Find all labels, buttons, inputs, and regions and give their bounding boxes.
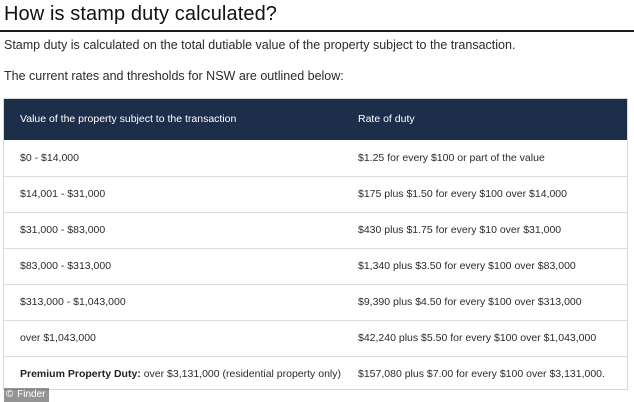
premium-duty-label: Premium Property Duty: [20,368,141,381]
intro-paragraph-2: The current rates and thresholds for NSW… [4,69,344,83]
table-row: $14,001 - $31,000 $175 plus $1.50 for ev… [3,176,628,212]
property-value-cell: $14,001 - $31,000 [20,188,106,200]
property-value-cell: $0 - $14,000 [20,151,79,164]
title-divider [0,30,634,32]
copyright-icon: © [6,389,14,400]
rate-cell: $430 plus $1.75 for every $10 over $31,0… [358,224,562,236]
property-value-cell: over $1,043,000 [20,332,96,344]
table-row: $0 - $14,000 $1.25 for every $100 or par… [3,140,628,176]
stamp-duty-table: Value of the property subject to the tra… [3,98,628,392]
table-row: $83,000 - $313,000 $1,340 plus $3.50 for… [3,248,628,284]
property-value-cell: $83,000 - $313,000 [20,260,112,272]
property-value-cell: $31,000 - $83,000 [20,224,106,236]
premium-duty-threshold: over $3,131,000 (residential property on… [143,368,341,381]
rate-cell: $9,390 plus $4.50 for every $100 over $3… [358,296,582,308]
credit-text: Finder [17,389,46,400]
table-row: $31,000 - $83,000 $430 plus $1.75 for ev… [3,212,628,248]
table-row: over $1,043,000 $42,240 plus $5.50 for e… [3,320,628,356]
intro-paragraph-1: Stamp duty is calculated on the total du… [4,38,516,52]
header-property-value: Value of the property subject to the tra… [20,113,237,125]
rate-cell: $42,240 plus $5.50 for every $100 over $… [358,332,597,344]
rate-cell: $1,340 plus $3.50 for every $100 over $8… [358,260,576,272]
table-header-row: Value of the property subject to the tra… [3,98,628,140]
table-header: Value of the property subject to the tra… [3,98,628,140]
image-credit: © Finder [4,388,49,402]
header-rate-of-duty: Rate of duty [358,113,415,125]
premium-rate-cell: $157,080 plus $7.00 for every $100 over … [358,368,605,381]
rate-cell: $175 plus $1.50 for every $100 over $14,… [358,188,567,200]
property-value-cell: $313,000 - $1,043,000 [20,296,126,308]
premium-property-value-cell: Premium Property Duty: over $3,131,000 (… [3,356,341,392]
premium-duty-row: Premium Property Duty: over $3,131,000 (… [3,356,628,392]
page-title: How is stamp duty calculated? [4,3,278,25]
table-row: $313,000 - $1,043,000 $9,390 plus $4.50 … [3,284,628,320]
rate-cell: $1.25 for every $100 or part of the valu… [358,151,545,164]
